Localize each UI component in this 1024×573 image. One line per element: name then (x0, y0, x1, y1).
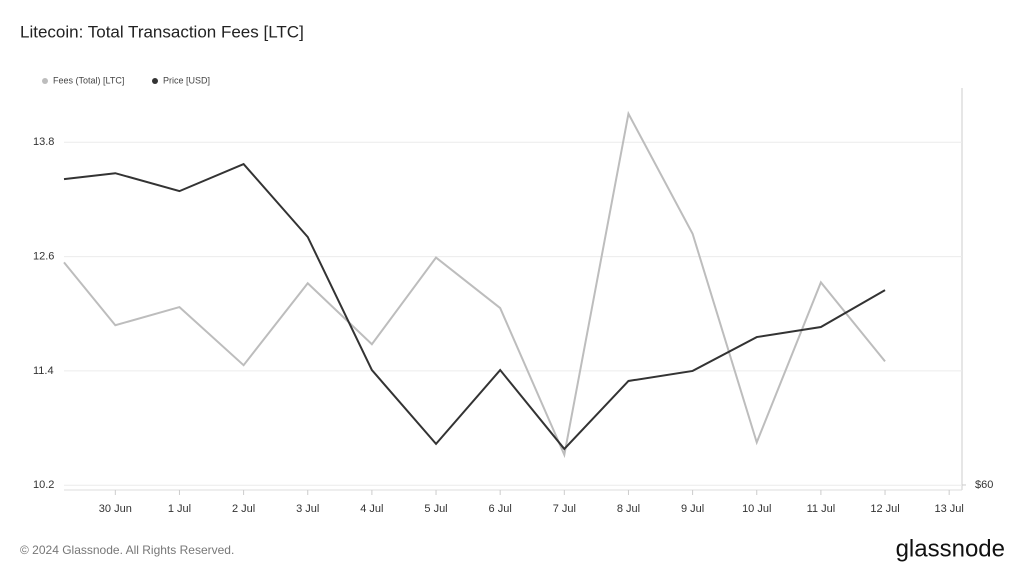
chart-title: Litecoin: Total Transaction Fees [LTC] (20, 22, 304, 41)
legend-label: Fees (Total) [LTC] (53, 75, 124, 85)
x-tick-label: 12 Jul (870, 503, 899, 515)
x-tick-label: 10 Jul (742, 503, 771, 515)
copyright: © 2024 Glassnode. All Rights Reserved. (20, 543, 234, 557)
x-tick-label: 1 Jul (168, 503, 191, 515)
x-tick-label: 7 Jul (553, 503, 576, 515)
x-tick-label: 8 Jul (617, 503, 640, 515)
x-tick-label: 3 Jul (296, 503, 319, 515)
x-tick-label: 4 Jul (360, 503, 383, 515)
y2-tick-label: $60 (975, 479, 993, 491)
legend-marker (152, 78, 158, 84)
y-tick-label: 13.8 (33, 136, 54, 148)
x-tick-label: 5 Jul (424, 503, 447, 515)
series-line (63, 162, 886, 451)
y-tick-label: 10.2 (33, 479, 54, 491)
x-tick-label: 2 Jul (232, 503, 255, 515)
x-tick-label: 13 Jul (934, 503, 963, 515)
x-tick-label: 9 Jul (681, 503, 704, 515)
logo: glassnode (896, 535, 1005, 562)
x-tick-label: 11 Jul (807, 503, 836, 515)
y-tick-label: 11.4 (33, 365, 54, 377)
legend-marker (42, 78, 48, 84)
x-tick-label: 30 Jun (99, 503, 132, 515)
x-tick-label: 6 Jul (489, 503, 512, 515)
legend-label: Price [USD] (163, 75, 210, 85)
series-line (63, 110, 886, 459)
y-tick-label: 12.6 (33, 251, 54, 263)
